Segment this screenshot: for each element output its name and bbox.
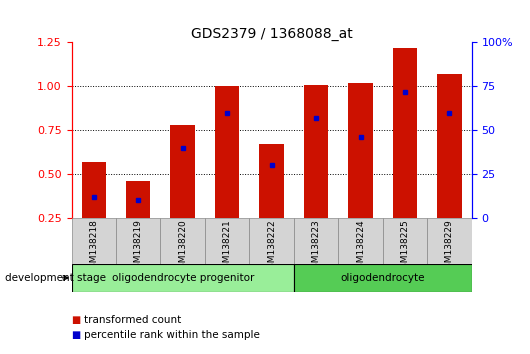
Bar bbox=[294, 264, 472, 292]
Bar bbox=[437, 74, 462, 218]
Text: percentile rank within the sample: percentile rank within the sample bbox=[84, 330, 260, 339]
Text: transformed count: transformed count bbox=[84, 315, 181, 325]
Bar bbox=[171, 125, 195, 218]
Bar bbox=[72, 218, 116, 264]
Text: development stage: development stage bbox=[5, 273, 107, 283]
Text: GSM138221: GSM138221 bbox=[223, 219, 232, 274]
Title: GDS2379 / 1368088_at: GDS2379 / 1368088_at bbox=[191, 28, 352, 41]
Text: ■: ■ bbox=[72, 330, 81, 339]
Text: GSM138223: GSM138223 bbox=[312, 219, 321, 274]
Text: ■: ■ bbox=[72, 315, 81, 325]
Bar bbox=[250, 218, 294, 264]
Bar bbox=[348, 83, 373, 218]
Text: GSM138218: GSM138218 bbox=[89, 219, 98, 274]
Text: GSM138219: GSM138219 bbox=[134, 219, 143, 274]
Bar bbox=[304, 85, 328, 218]
Bar bbox=[393, 48, 417, 218]
Text: GSM138222: GSM138222 bbox=[267, 219, 276, 274]
Bar bbox=[427, 218, 472, 264]
Bar bbox=[72, 264, 294, 292]
Bar bbox=[259, 144, 284, 218]
Bar bbox=[205, 218, 250, 264]
Bar bbox=[383, 218, 427, 264]
Text: GSM138220: GSM138220 bbox=[178, 219, 187, 274]
Bar bbox=[82, 162, 106, 218]
Bar bbox=[215, 86, 240, 218]
Bar bbox=[116, 218, 161, 264]
Text: oligodendrocyte: oligodendrocyte bbox=[341, 273, 425, 283]
Bar bbox=[126, 181, 151, 218]
Text: GSM138225: GSM138225 bbox=[401, 219, 410, 274]
Bar bbox=[294, 218, 338, 264]
Text: GSM138229: GSM138229 bbox=[445, 219, 454, 274]
Text: GSM138224: GSM138224 bbox=[356, 219, 365, 274]
Bar bbox=[161, 218, 205, 264]
Bar bbox=[338, 218, 383, 264]
Text: oligodendrocyte progenitor: oligodendrocyte progenitor bbox=[111, 273, 254, 283]
